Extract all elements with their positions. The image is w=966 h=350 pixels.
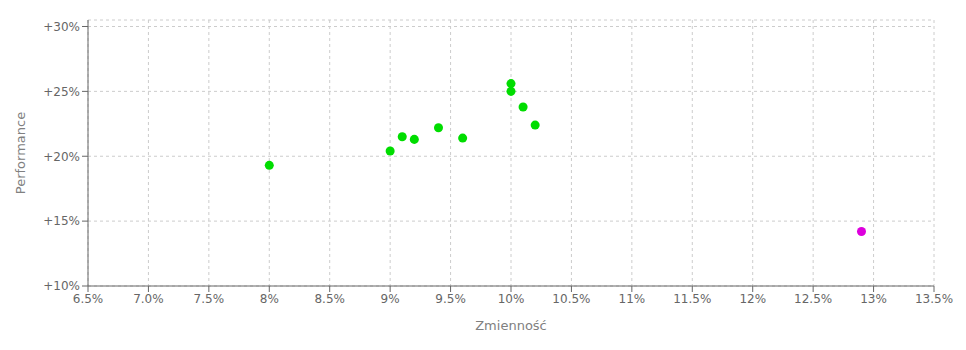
svg-text:10.5%: 10.5% [552,292,590,306]
svg-text:6.5%: 6.5% [73,292,104,306]
svg-text:9%: 9% [381,292,400,306]
svg-text:+25%: +25% [43,85,80,99]
svg-text:8.5%: 8.5% [314,292,345,306]
svg-text:13.5%: 13.5% [915,292,953,306]
svg-text:10%: 10% [498,292,525,306]
svg-text:7.0%: 7.0% [133,292,164,306]
svg-text:7.5%: 7.5% [194,292,225,306]
svg-text:+15%: +15% [43,214,80,228]
svg-text:+20%: +20% [43,150,80,164]
svg-text:13%: 13% [860,292,887,306]
svg-text:11%: 11% [619,292,646,306]
svg-text:+10%: +10% [43,279,80,293]
svg-text:Performance: Performance [13,112,28,194]
svg-text:+30%: +30% [43,20,80,34]
svg-text:Zmienność: Zmienność [475,318,547,333]
svg-text:12%: 12% [739,292,766,306]
svg-text:11.5%: 11.5% [673,292,711,306]
svg-text:9.5%: 9.5% [435,292,466,306]
svg-text:12.5%: 12.5% [794,292,832,306]
svg-text:8%: 8% [260,292,279,306]
